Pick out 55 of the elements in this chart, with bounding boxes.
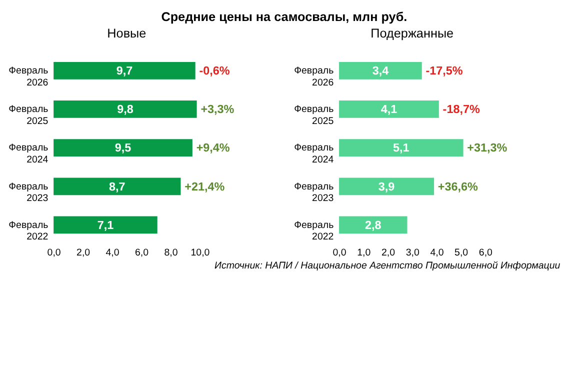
annotation: -17,5% [426,64,464,78]
y-tick-label: Февраль 2025 [8,104,48,127]
data-label: 4,1 [380,103,398,116]
data-label: 8,7 [109,180,126,194]
bar [339,139,464,156]
bar [54,100,197,118]
x-tick-label: 8,0 [164,247,178,258]
annotation: +9,4% [196,142,230,155]
annotation: -0,6% [199,64,230,78]
x-tick-label: 1,0 [357,247,372,258]
annotation: -18,7% [442,103,480,116]
x-tick-label: 3,0 [406,247,420,258]
data-label: 5,1 [393,142,410,155]
x-tick-label: 0,0 [47,247,62,258]
y-tick-label: Февраль 2025 [294,104,334,127]
annotation: +21,4% [184,180,226,194]
data-label: 9,8 [117,103,134,116]
text: Средние цены на самосвалы, млн руб. [161,10,408,24]
x-tick-label: 6,0 [134,247,150,258]
bar [339,216,408,234]
bar [339,100,439,118]
data-label: 2,8 [365,218,382,232]
y-tick-label: Февраль 2024 [294,142,334,166]
bar [54,178,181,196]
x-tick-label: 0,0 [332,247,347,258]
y-tick-label: Февраль 2026 [294,66,334,88]
x-tick-label: 4,0 [430,247,444,258]
data-label: 3,9 [378,180,396,194]
chart-title: Подержанные [370,26,454,41]
bar [339,62,422,80]
data-label: 3,4 [372,64,390,78]
chart-title: Новые [107,26,146,41]
x-tick-label: 6,0 [478,247,494,258]
bar [54,62,196,80]
annotation: +3,3% [200,103,235,116]
bar [54,139,192,156]
y-tick-label: Февраль 2024 [8,142,49,166]
data-label: 7,1 [97,218,114,232]
x-tick-label: 5,0 [454,247,469,258]
bar [54,216,158,234]
y-tick-label: Февраль 2023 [8,181,48,204]
bar [339,178,434,196]
annotation: +36,6% [438,180,479,194]
y-tick-label: Февраль 2026 [8,66,48,88]
y-tick-label: Февраль 2022 [294,220,334,243]
text: Источник: НАПИ / Национальное Агентство Промышленной Информации [214,260,561,272]
data-label: 9,7 [116,64,133,78]
y-tick-label: Февраль 2022 [8,220,48,243]
x-tick-label: 2,0 [381,247,396,258]
annotation: +31,3% [467,142,508,155]
x-tick-label: 4,0 [106,247,120,258]
x-tick-label: 10,0 [190,247,210,258]
x-tick-label: 2,0 [76,247,91,258]
data-label: 9,5 [114,142,132,155]
y-tick-label: Февраль 2023 [294,181,334,204]
